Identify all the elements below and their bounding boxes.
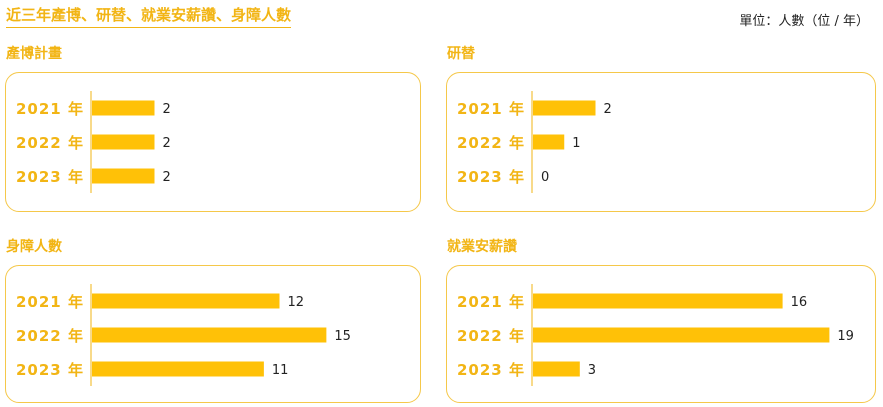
data-label: 2: [163, 170, 171, 185]
unit-note: 單位：人數（位 / 年）: [739, 14, 869, 29]
y-tick-label: 2022 年: [457, 134, 525, 152]
page-title: 近三年產博、研替、就業安薪讚、身障人數: [6, 4, 292, 28]
chart-panel-industry-phd: 2021 年 2 2022 年 2 2023 年 2: [5, 72, 421, 212]
chart-panel-alternative-service: 2021 年 2 2022 年 1 2023 年 0: [446, 72, 876, 212]
y-tick-label: 2023 年: [16, 361, 84, 379]
bar: [533, 134, 565, 150]
bar: [92, 134, 155, 150]
bar: [533, 100, 596, 116]
bar: [533, 293, 783, 309]
bar: [92, 327, 327, 343]
bar-chart-alternative-service: 2021 年 2 2022 年 1 2023 年 0: [457, 91, 612, 193]
bar: [533, 361, 580, 377]
y-tick-label: 2022 年: [16, 327, 84, 345]
data-label: 3: [588, 363, 596, 378]
data-label: 2: [163, 136, 171, 151]
y-tick-label: 2022 年: [457, 327, 525, 345]
data-label: 12: [288, 295, 305, 310]
data-label: 15: [334, 329, 351, 344]
y-tick-label: 2023 年: [457, 168, 525, 186]
y-tick-label: 2021 年: [16, 293, 84, 311]
bar: [92, 361, 264, 377]
data-label: 19: [837, 329, 854, 344]
bar: [92, 293, 280, 309]
chart-title-industry-phd: 產博計畫: [6, 46, 62, 62]
data-label: 11: [272, 363, 289, 378]
y-tick-label: 2021 年: [16, 100, 84, 118]
bar-chart-employment-subsidy: 2021 年 16 2022 年 19 2023 年 3: [457, 284, 854, 386]
data-label: 0: [541, 170, 549, 185]
bar: [92, 168, 155, 184]
chart-title-employment-subsidy: 就業安薪讚: [447, 239, 517, 255]
chart-panel-employment-subsidy: 2021 年 16 2022 年 19 2023 年 3: [446, 265, 876, 403]
chart-panel-disability: 2021 年 12 2022 年 15 2023 年 11: [5, 265, 421, 403]
bar: [533, 327, 830, 343]
chart-title-alternative-service: 研替: [447, 46, 475, 62]
y-tick-label: 2023 年: [16, 168, 84, 186]
y-tick-label: 2023 年: [457, 361, 525, 379]
data-label: 2: [163, 102, 171, 117]
data-label: 2: [604, 102, 612, 117]
bar-chart-disability: 2021 年 12 2022 年 15 2023 年 11: [16, 284, 351, 386]
bar-chart-industry-phd: 2021 年 2 2022 年 2 2023 年 2: [16, 91, 171, 193]
y-tick-label: 2021 年: [457, 293, 525, 311]
y-tick-label: 2022 年: [16, 134, 84, 152]
y-tick-label: 2021 年: [457, 100, 525, 118]
data-label: 16: [791, 295, 808, 310]
data-label: 1: [572, 136, 580, 151]
chart-title-disability: 身障人數: [6, 239, 62, 255]
bar: [92, 100, 155, 116]
